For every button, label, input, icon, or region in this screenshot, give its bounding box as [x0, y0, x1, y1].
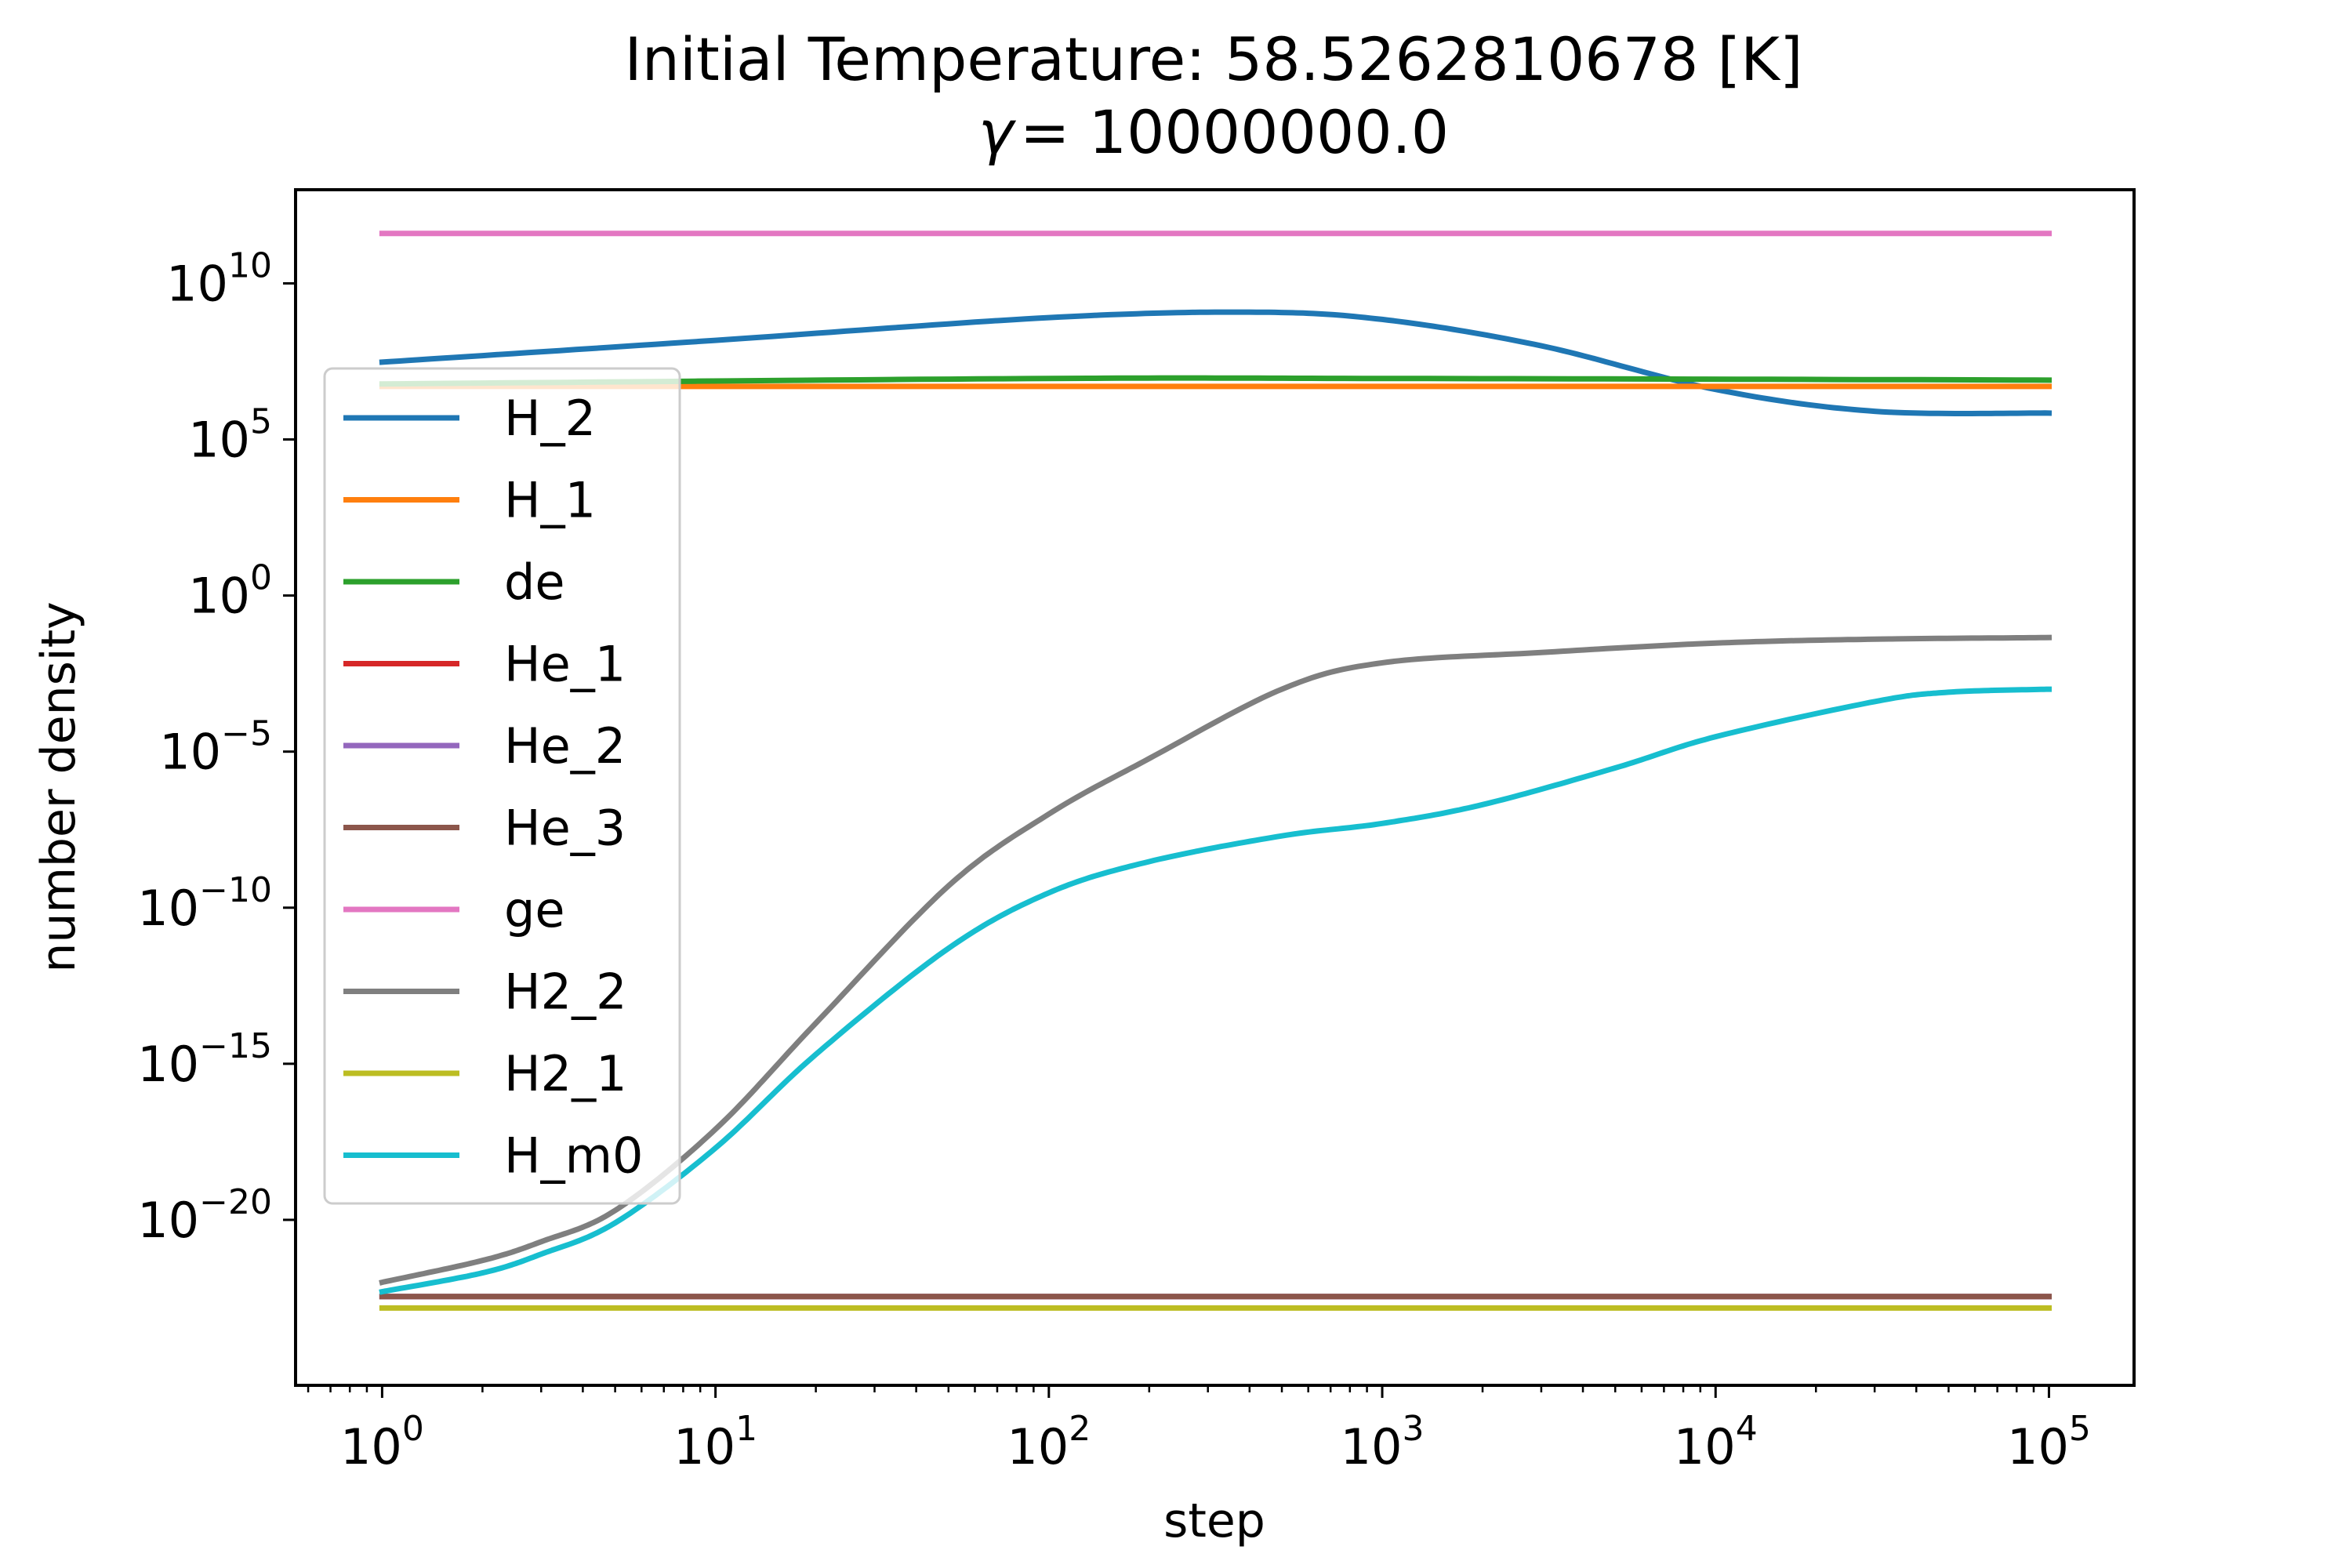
legend-label: H2_2 [504, 964, 627, 1021]
y-axis-ticks: 1010 105 100 10−5 10−10 10−15 10−20 [137, 245, 296, 1249]
legend-label: H2_1 [504, 1045, 627, 1102]
series-line-h2-2 [379, 634, 2053, 1286]
x-axis-ticks: 100 101 102 103 104 105 [307, 1385, 2091, 1475]
x-tick-label: 102 [1007, 1409, 1091, 1475]
x-tick-label: 103 [1341, 1409, 1425, 1475]
legend-label: He_1 [504, 636, 626, 693]
y-tick-label: 100 [188, 558, 272, 625]
chart-title: Initial Temperature: 58.5262810678 [K] γ… [624, 24, 1802, 167]
chart-title-line1: Initial Temperature: 58.5262810678 [K] [624, 24, 1802, 94]
y-tick-label: 105 [188, 402, 272, 469]
series-line-h-2 [379, 309, 2053, 416]
series-line-h-m0 [379, 686, 2052, 1295]
legend-label: H_2 [504, 390, 596, 447]
gamma-symbol: γ [978, 97, 1017, 167]
y-tick-label: 1010 [166, 245, 272, 312]
x-tick-label: 101 [673, 1409, 757, 1475]
legend-box [323, 367, 681, 1205]
x-axis-label: step [1163, 1494, 1265, 1548]
x-tick-label: 105 [2007, 1409, 2091, 1475]
x-tick-label: 104 [1674, 1409, 1758, 1475]
legend: H_2 H_1de He_1 He_2 He_3ge H2_2 H2_1 H_m0 [323, 367, 681, 1205]
y-axis-label: number density [31, 601, 86, 972]
legend-label: He_3 [504, 800, 626, 857]
plot-frame [294, 188, 2136, 1387]
y-tick-label: 10−10 [137, 870, 272, 937]
legend-label: He_2 [504, 717, 626, 775]
gamma-value: = 10000000.0 [1020, 97, 1449, 167]
y-tick-label: 10−5 [159, 714, 272, 781]
chart-title-line2: γ = 10000000.0 [978, 97, 1449, 167]
y-tick-label: 10−15 [137, 1026, 272, 1093]
y-tick-label: 10−20 [137, 1182, 272, 1249]
x-tick-label: 100 [340, 1409, 424, 1475]
legend-label: de [504, 554, 565, 611]
legend-label: ge [504, 881, 565, 938]
legend-label: H_1 [504, 472, 596, 529]
legend-label: H_m0 [504, 1127, 643, 1185]
series-line-de [379, 375, 2053, 387]
